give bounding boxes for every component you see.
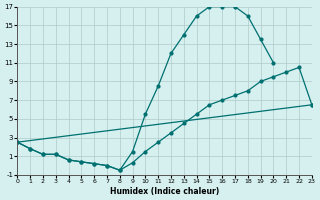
X-axis label: Humidex (Indice chaleur): Humidex (Indice chaleur) bbox=[110, 187, 219, 196]
